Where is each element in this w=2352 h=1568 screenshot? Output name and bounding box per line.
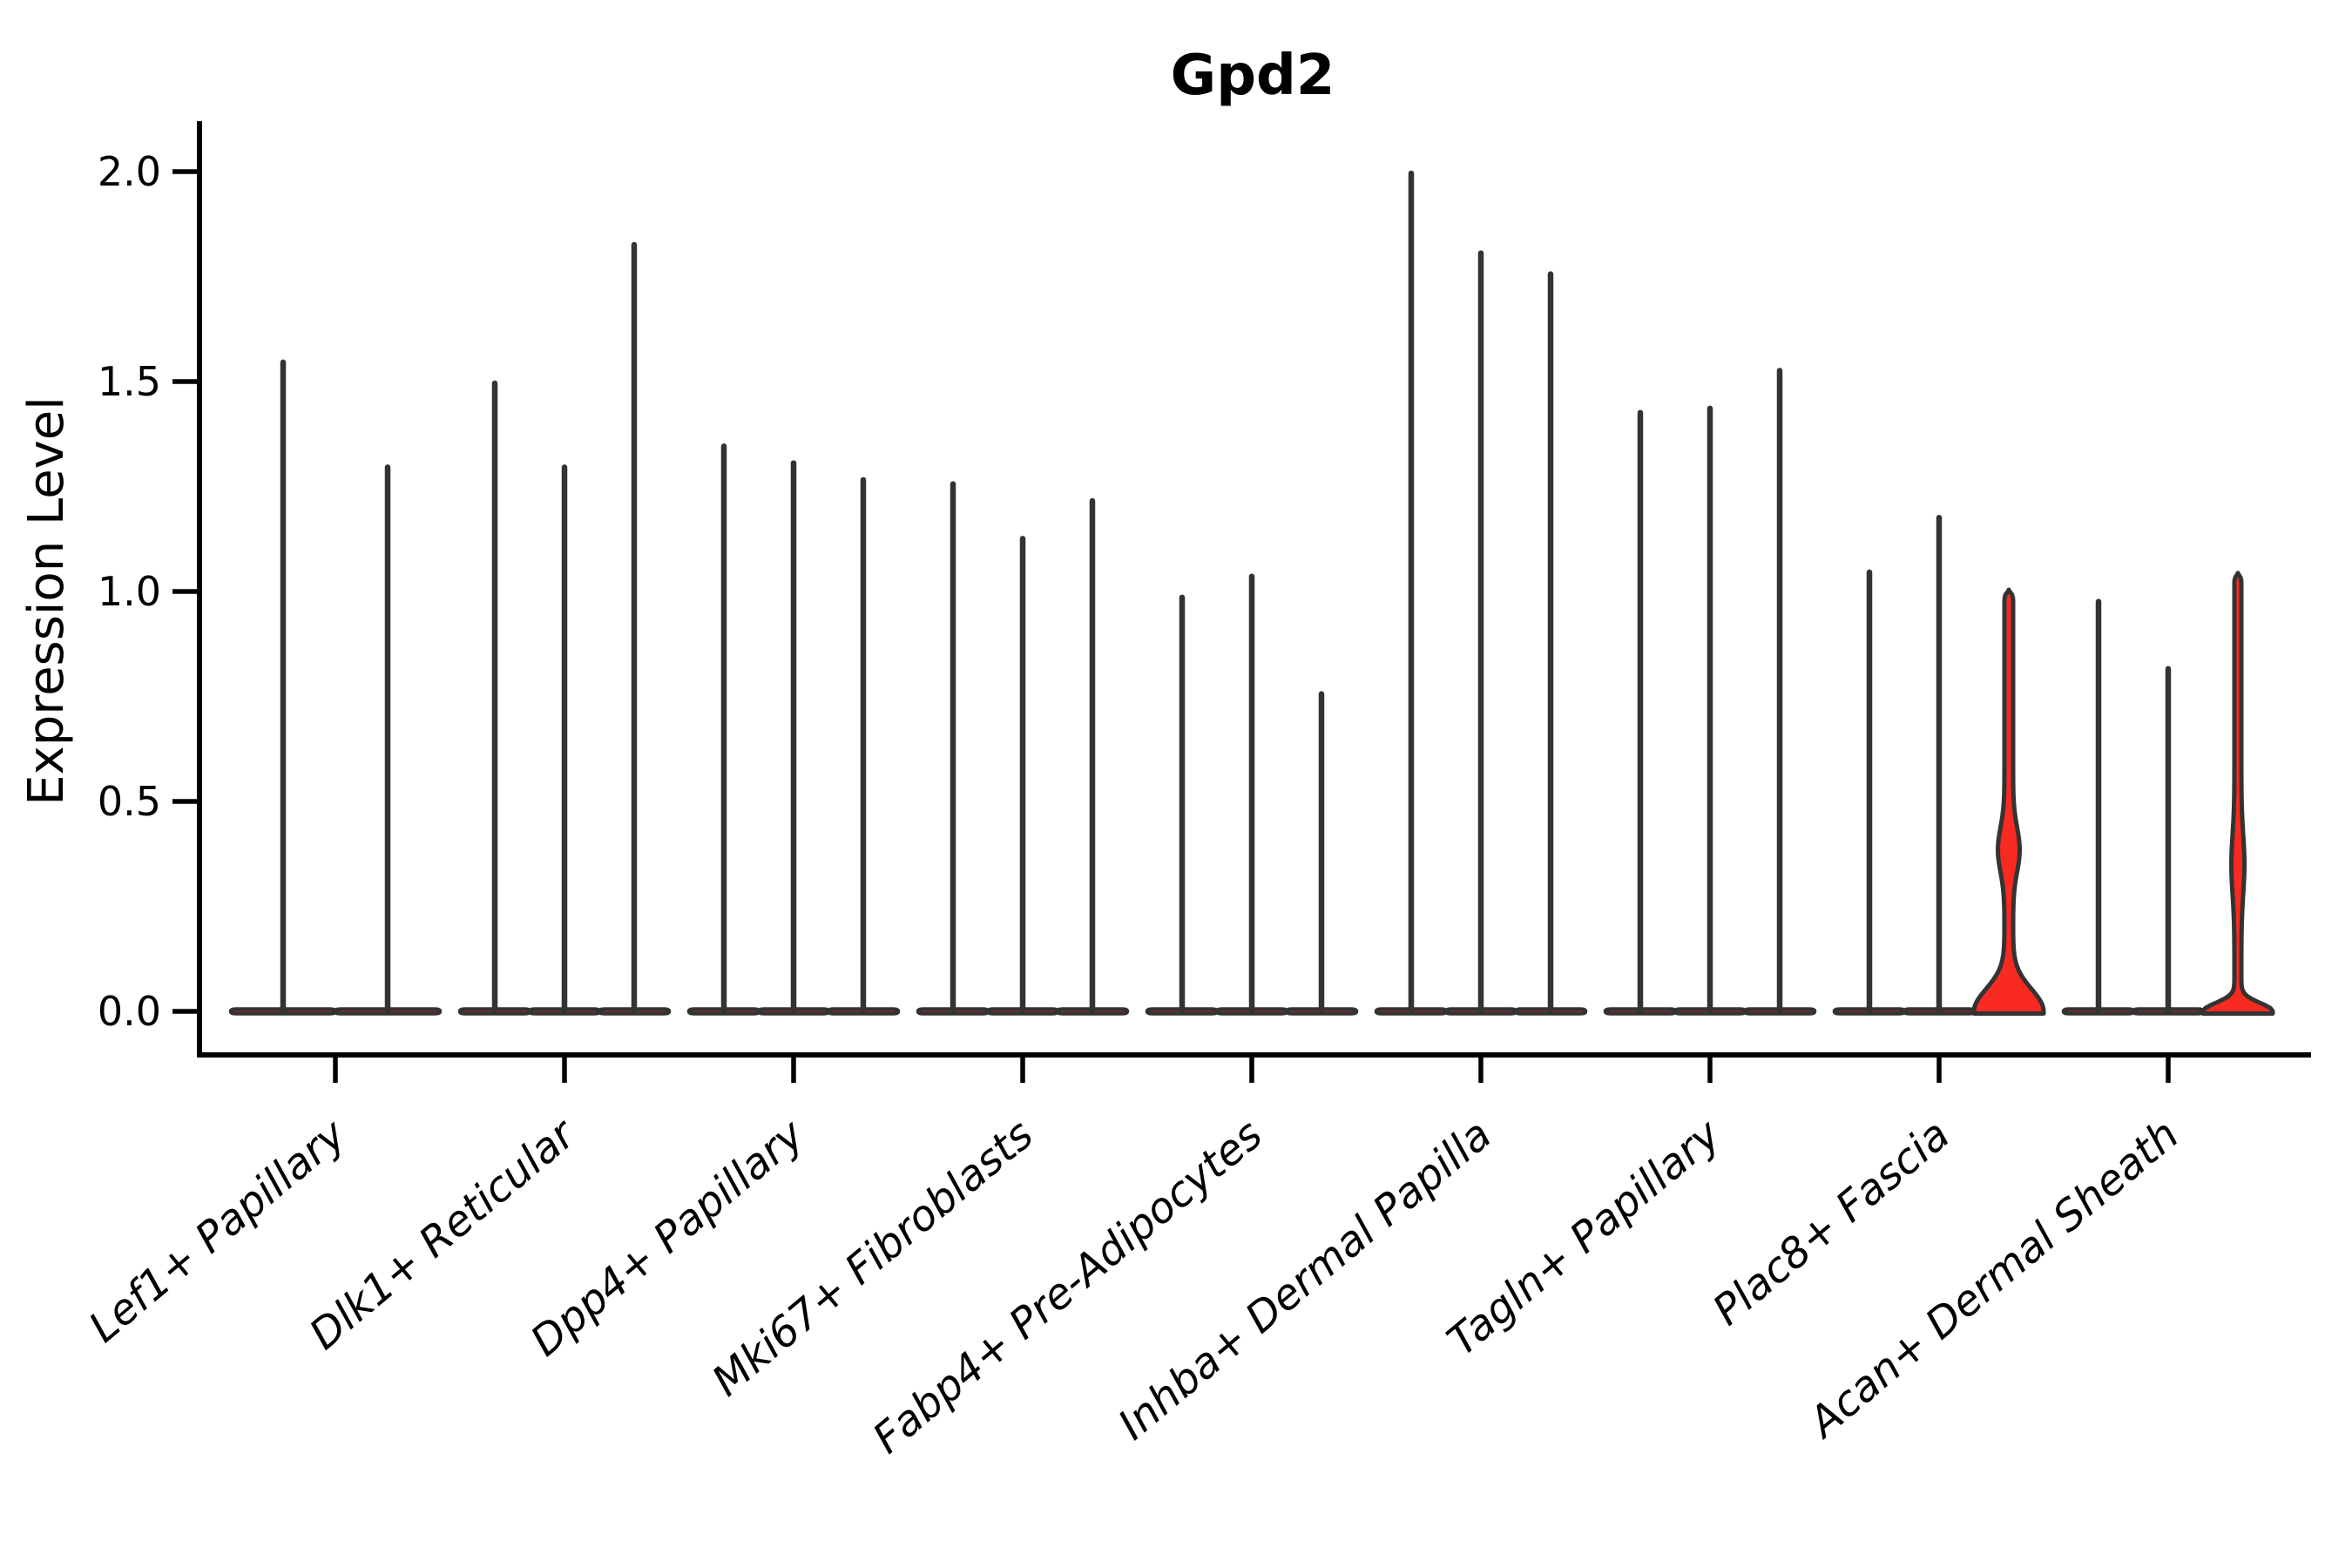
y-axis-label: Expression Level bbox=[18, 396, 75, 806]
y-tick-label: 0.5 bbox=[98, 778, 161, 825]
y-tick-label: 1.0 bbox=[98, 568, 161, 615]
y-tick-label: 1.5 bbox=[98, 358, 161, 405]
y-tick-label: 2.0 bbox=[98, 148, 161, 195]
chart-title: Gpd2 bbox=[1171, 44, 1335, 108]
violin-layer bbox=[228, 170, 2275, 1016]
y-tick-label: 0.0 bbox=[98, 988, 161, 1035]
violin-body bbox=[1971, 587, 2046, 1016]
violin-body bbox=[2200, 571, 2275, 1016]
